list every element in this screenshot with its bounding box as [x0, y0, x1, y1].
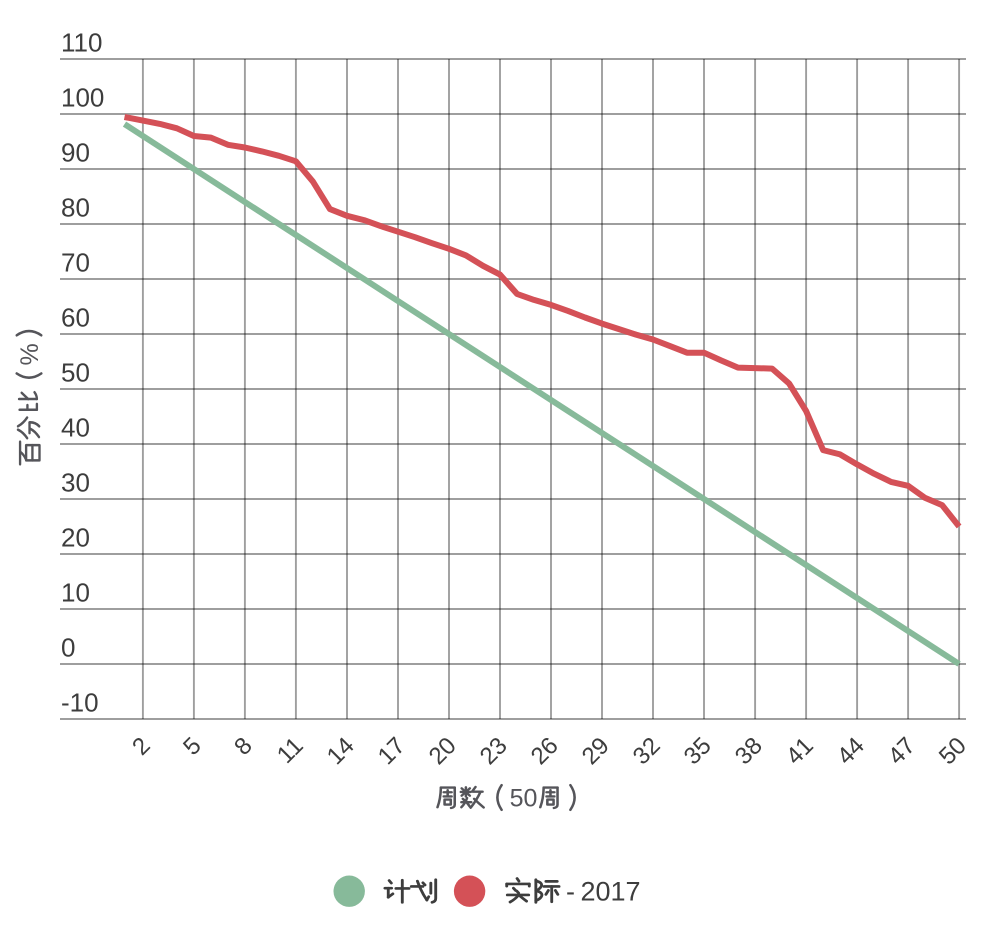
svg-text:10: 10 [61, 578, 90, 608]
svg-text:30: 30 [61, 468, 90, 498]
svg-text:80: 80 [61, 193, 90, 223]
svg-text:90: 90 [61, 138, 90, 168]
svg-text:60: 60 [61, 303, 90, 333]
svg-text:50: 50 [61, 358, 90, 388]
svg-text:-: - [566, 877, 575, 907]
svg-text:110: 110 [61, 28, 102, 58]
svg-text:70: 70 [61, 248, 90, 278]
svg-text:2017: 2017 [581, 877, 641, 907]
svg-text:40: 40 [61, 413, 90, 443]
svg-text:50: 50 [510, 785, 538, 813]
svg-text:-10: -10 [61, 688, 99, 718]
svg-text:20: 20 [61, 523, 90, 553]
svg-text:100: 100 [61, 83, 104, 113]
svg-text:%: % [16, 343, 44, 365]
svg-text:0: 0 [61, 633, 75, 663]
